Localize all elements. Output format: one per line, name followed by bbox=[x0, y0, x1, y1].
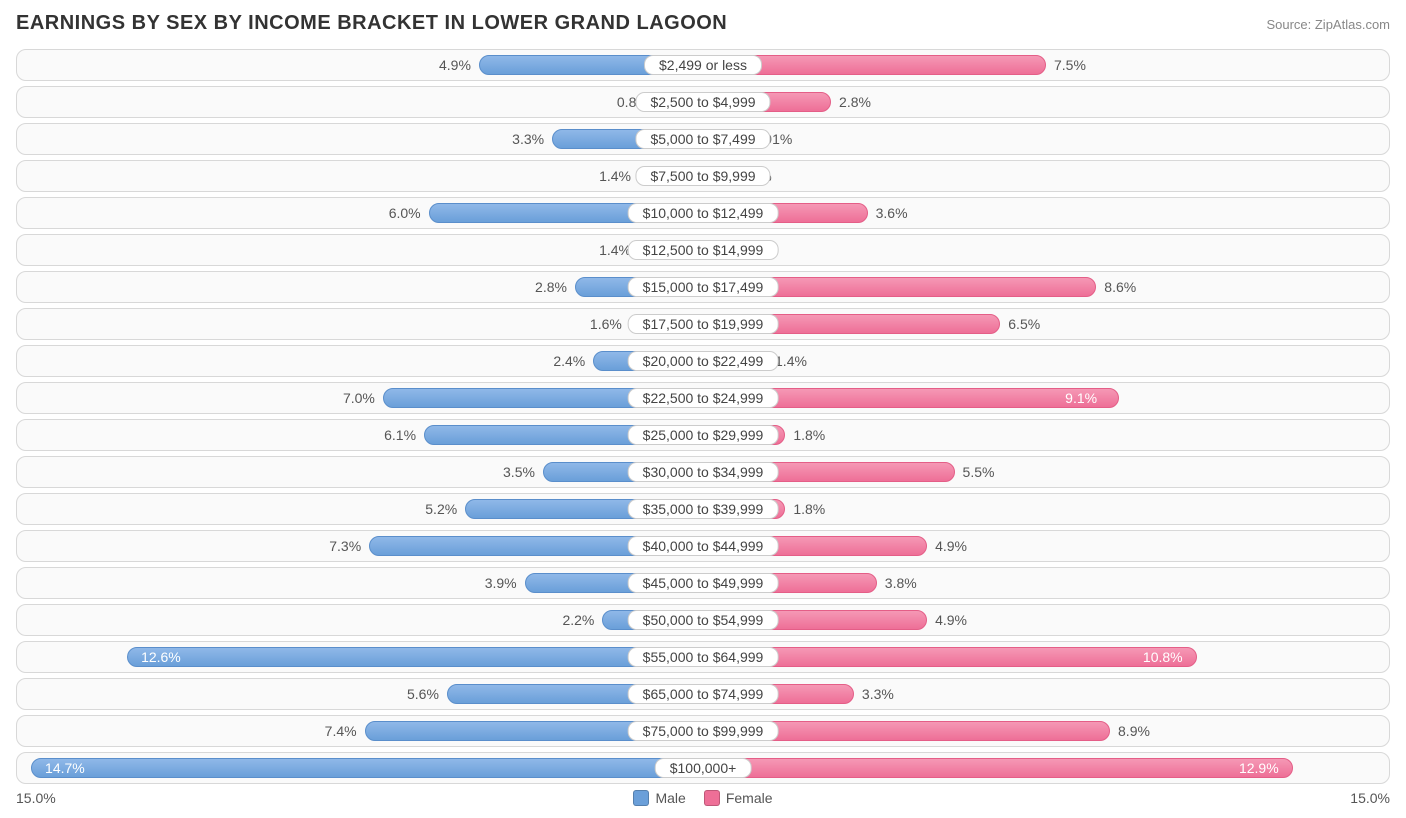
legend-female-label: Female bbox=[726, 790, 773, 806]
female-value-label: 3.3% bbox=[862, 686, 894, 702]
female-value-label: 6.5% bbox=[1008, 316, 1040, 332]
chart-title: EARNINGS BY SEX BY INCOME BRACKET IN LOW… bbox=[16, 12, 727, 35]
male-value-label: 1.4% bbox=[599, 168, 631, 184]
category-label: $50,000 to $54,999 bbox=[628, 610, 779, 630]
category-label: $10,000 to $12,499 bbox=[628, 203, 779, 223]
legend-male: Male bbox=[633, 790, 685, 806]
chart-row: 6.1% 1.8% $25,000 to $29,999 bbox=[16, 419, 1390, 451]
chart-row: 14.7% 12.9% $100,000+ bbox=[16, 752, 1390, 784]
female-value-label: 4.9% bbox=[935, 538, 967, 554]
chart-row: 3.3%0.91%$5,000 to $7,499 bbox=[16, 123, 1390, 155]
category-label: $100,000+ bbox=[655, 758, 752, 778]
chart-row: 0.84%2.8%$2,500 to $4,999 bbox=[16, 86, 1390, 118]
chart-row: 6.0% 3.6% $10,000 to $12,499 bbox=[16, 197, 1390, 229]
chart-row: 2.8% 8.6% $15,000 to $17,499 bbox=[16, 271, 1390, 303]
category-label: $15,000 to $17,499 bbox=[628, 277, 779, 297]
category-label: $20,000 to $22,499 bbox=[628, 351, 779, 371]
chart-row: 1.6% 6.5% $17,500 to $19,999 bbox=[16, 308, 1390, 340]
male-value-label: 7.4% bbox=[325, 723, 357, 739]
legend: Male Female bbox=[633, 790, 772, 806]
category-label: $40,000 to $44,999 bbox=[628, 536, 779, 556]
chart-row: 7.3% 4.9% $40,000 to $44,999 bbox=[16, 530, 1390, 562]
male-value-label: 4.9% bbox=[439, 57, 471, 73]
male-value-label: 6.1% bbox=[384, 427, 416, 443]
category-label: $2,499 or less bbox=[644, 55, 762, 75]
chart-row: 3.5% 5.5% $30,000 to $34,999 bbox=[16, 456, 1390, 488]
male-value-label: 1.4% bbox=[599, 242, 631, 258]
chart-row: 5.2% 1.8% $35,000 to $39,999 bbox=[16, 493, 1390, 525]
category-label: $45,000 to $49,999 bbox=[628, 573, 779, 593]
chart-row: 12.6% 10.8% $55,000 to $64,999 bbox=[16, 641, 1390, 673]
male-value-label: 2.8% bbox=[535, 279, 567, 295]
axis-left-max: 15.0% bbox=[16, 790, 56, 806]
female-value-label: 8.6% bbox=[1104, 279, 1136, 295]
chart-row: 3.9% 3.8% $45,000 to $49,999 bbox=[16, 567, 1390, 599]
male-value-label: 3.9% bbox=[485, 575, 517, 591]
female-value-label: 1.4% bbox=[775, 353, 807, 369]
female-value-label: 7.5% bbox=[1054, 57, 1086, 73]
female-value-label: 2.8% bbox=[839, 94, 871, 110]
butterfly-chart: 4.9%7.5%$2,499 or less0.84%2.8%$2,500 to… bbox=[16, 49, 1390, 784]
chart-row: 4.9% 7.5% $2,499 or less bbox=[16, 49, 1390, 81]
category-label: $5,000 to $7,499 bbox=[635, 129, 770, 149]
male-value-label: 5.2% bbox=[425, 501, 457, 517]
male-value-label: 7.0% bbox=[343, 390, 375, 406]
male-value-label: 3.5% bbox=[503, 464, 535, 480]
female-value-label: 1.8% bbox=[793, 501, 825, 517]
male-swatch-icon bbox=[633, 790, 649, 806]
male-value-label: 5.6% bbox=[407, 686, 439, 702]
male-value-label: 12.6% bbox=[141, 649, 181, 665]
category-label: $55,000 to $64,999 bbox=[628, 647, 779, 667]
category-label: $65,000 to $74,999 bbox=[628, 684, 779, 704]
chart-row: 1.4%0.46%$7,500 to $9,999 bbox=[16, 160, 1390, 192]
female-value-label: 5.5% bbox=[963, 464, 995, 480]
female-value-label: 1.8% bbox=[793, 427, 825, 443]
chart-source: Source: ZipAtlas.com bbox=[1266, 17, 1390, 32]
category-label: $7,500 to $9,999 bbox=[635, 166, 770, 186]
male-value-label: 1.6% bbox=[590, 316, 622, 332]
male-value-label: 7.3% bbox=[329, 538, 361, 554]
chart-row: 2.2% 4.9% $50,000 to $54,999 bbox=[16, 604, 1390, 636]
category-label: $75,000 to $99,999 bbox=[628, 721, 779, 741]
male-value-label: 14.7% bbox=[45, 760, 85, 776]
female-value-label: 9.1% bbox=[1065, 390, 1097, 406]
legend-female: Female bbox=[704, 790, 773, 806]
male-bar bbox=[127, 647, 703, 667]
axis-right-max: 15.0% bbox=[1350, 790, 1390, 806]
chart-row: 7.0% 9.1% $22,500 to $24,999 bbox=[16, 382, 1390, 414]
chart-row: 7.4% 8.9% $75,000 to $99,999 bbox=[16, 715, 1390, 747]
female-swatch-icon bbox=[704, 790, 720, 806]
chart-row: 1.4%0.53%$12,500 to $14,999 bbox=[16, 234, 1390, 266]
male-value-label: 2.2% bbox=[562, 612, 594, 628]
female-value-label: 10.8% bbox=[1143, 649, 1183, 665]
female-value-label: 3.6% bbox=[876, 205, 908, 221]
female-value-label: 12.9% bbox=[1239, 760, 1279, 776]
category-label: $25,000 to $29,999 bbox=[628, 425, 779, 445]
male-value-label: 3.3% bbox=[512, 131, 544, 147]
female-value-label: 8.9% bbox=[1118, 723, 1150, 739]
male-value-label: 6.0% bbox=[389, 205, 421, 221]
category-label: $22,500 to $24,999 bbox=[628, 388, 779, 408]
chart-row: 2.4% 1.4%$20,000 to $22,499 bbox=[16, 345, 1390, 377]
category-label: $2,500 to $4,999 bbox=[635, 92, 770, 112]
category-label: $17,500 to $19,999 bbox=[628, 314, 779, 334]
category-label: $12,500 to $14,999 bbox=[628, 240, 779, 260]
chart-row: 5.6% 3.3% $65,000 to $74,999 bbox=[16, 678, 1390, 710]
female-bar bbox=[703, 758, 1293, 778]
female-value-label: 4.9% bbox=[935, 612, 967, 628]
category-label: $35,000 to $39,999 bbox=[628, 499, 779, 519]
female-value-label: 3.8% bbox=[885, 575, 917, 591]
male-bar bbox=[31, 758, 703, 778]
legend-male-label: Male bbox=[655, 790, 685, 806]
male-value-label: 2.4% bbox=[553, 353, 585, 369]
category-label: $30,000 to $34,999 bbox=[628, 462, 779, 482]
